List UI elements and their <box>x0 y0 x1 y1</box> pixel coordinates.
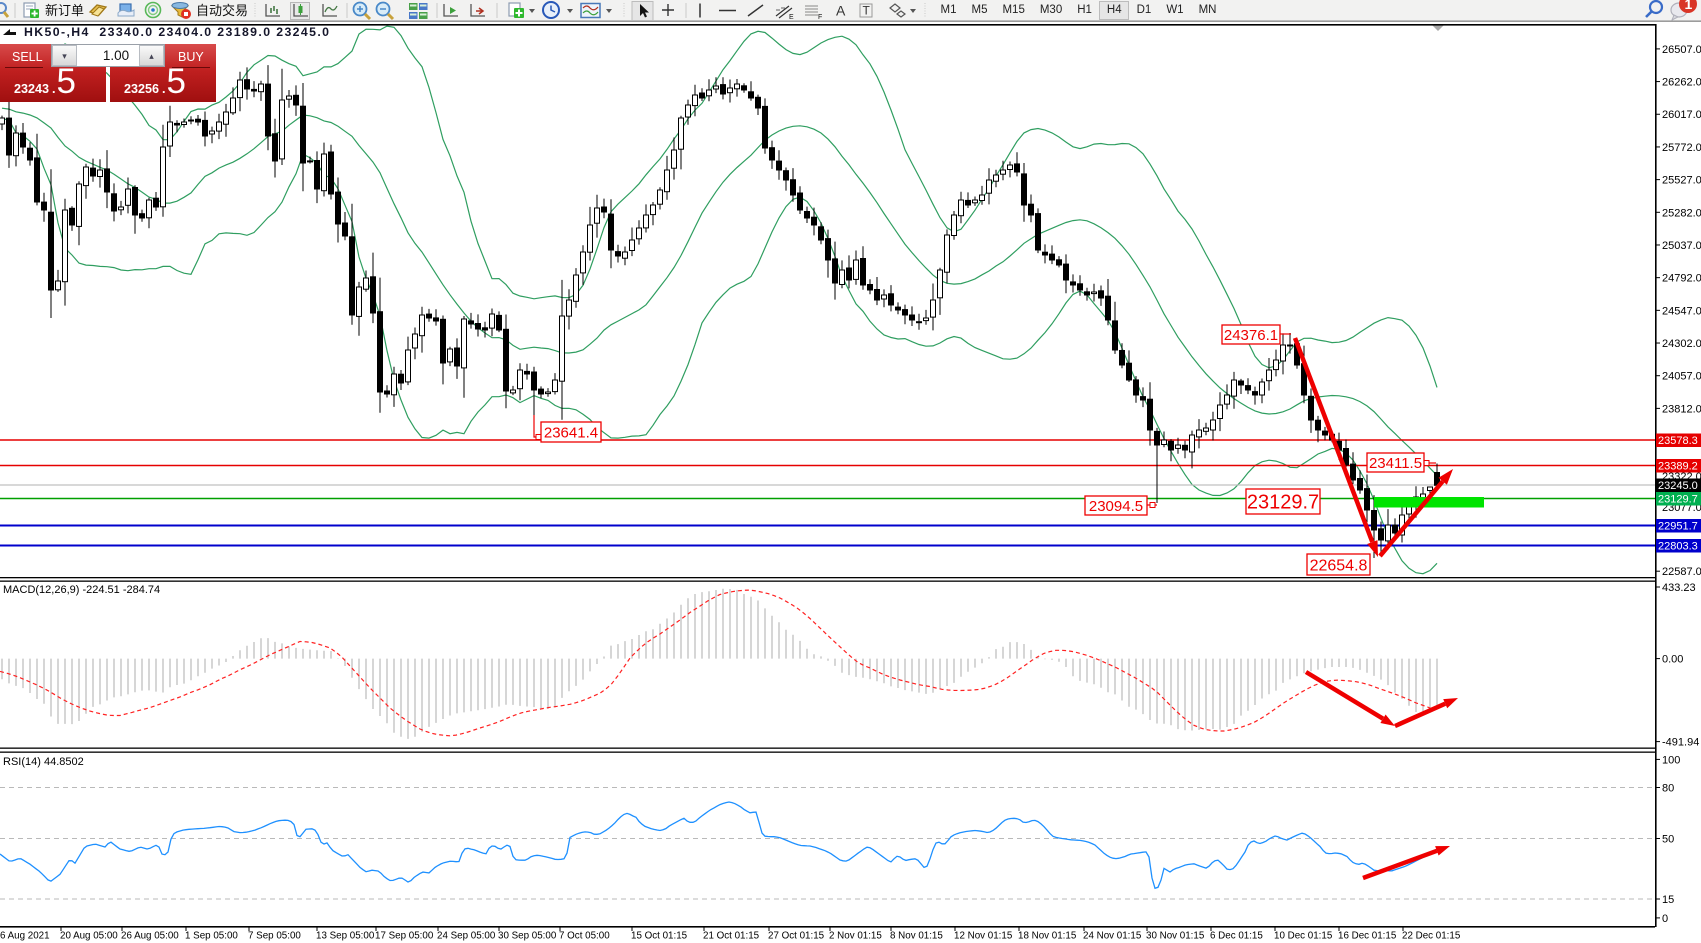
svg-text:24792.0: 24792.0 <box>1662 273 1701 285</box>
svg-text:0.00: 0.00 <box>1662 654 1683 666</box>
svg-text:24057.0: 24057.0 <box>1662 371 1701 383</box>
svg-text:21 Oct 01:15: 21 Oct 01:15 <box>703 931 760 942</box>
svg-text:18 Nov 01:15: 18 Nov 01:15 <box>1018 931 1077 942</box>
svg-text:8 Nov 01:15: 8 Nov 01:15 <box>890 931 943 942</box>
svg-text:24302.0: 24302.0 <box>1662 338 1701 350</box>
svg-text:6 Dec 01:15: 6 Dec 01:15 <box>1210 931 1263 942</box>
svg-text:HK50-,H4 23340.0 23404.0 2318: HK50-,H4 23340.0 23404.0 23189.0 23245.0 <box>24 25 329 39</box>
svg-text:15 Oct 01:15: 15 Oct 01:15 <box>631 931 688 942</box>
svg-text:25527.0: 25527.0 <box>1662 175 1701 187</box>
svg-text:100: 100 <box>1662 754 1680 766</box>
svg-text:23129.7: 23129.7 <box>1247 492 1319 514</box>
svg-text:23411.5: 23411.5 <box>1369 455 1422 472</box>
svg-text:15: 15 <box>1662 894 1674 906</box>
svg-text:433.23: 433.23 <box>1662 582 1696 594</box>
svg-text:E: E <box>789 14 794 21</box>
svg-text:7 Oct 05:00: 7 Oct 05:00 <box>559 931 610 942</box>
svg-text:30 Nov 01:15: 30 Nov 01:15 <box>1146 931 1205 942</box>
svg-text:0: 0 <box>1662 913 1668 925</box>
svg-text:新订单: 新订单 <box>45 3 84 18</box>
svg-text:23641.4: 23641.4 <box>544 424 598 441</box>
svg-text:自动交易: 自动交易 <box>196 3 248 18</box>
svg-text:26017.0: 26017.0 <box>1662 109 1701 121</box>
svg-text:26507.0: 26507.0 <box>1662 44 1701 56</box>
svg-text:27 Oct 01:15: 27 Oct 01:15 <box>768 931 825 942</box>
svg-text:24 Nov 01:15: 24 Nov 01:15 <box>1083 931 1142 942</box>
svg-text:80: 80 <box>1662 782 1674 794</box>
svg-text:26 Aug 05:00: 26 Aug 05:00 <box>121 931 179 942</box>
svg-text:12 Nov 01:15: 12 Nov 01:15 <box>954 931 1013 942</box>
svg-text:1: 1 <box>1685 0 1693 12</box>
svg-text:13 Sep 05:00: 13 Sep 05:00 <box>316 931 375 942</box>
svg-text:25282.0: 25282.0 <box>1662 207 1701 219</box>
svg-text:A: A <box>836 3 846 19</box>
svg-text:23812.0: 23812.0 <box>1662 403 1701 415</box>
svg-text:RSI(14) 44.8502: RSI(14) 44.8502 <box>3 756 84 768</box>
svg-text:24376.1: 24376.1 <box>1224 327 1278 344</box>
svg-text:24547.0: 24547.0 <box>1662 305 1701 317</box>
svg-text:16 Dec 01:15: 16 Dec 01:15 <box>1338 931 1397 942</box>
svg-text:23245.0: 23245.0 <box>1658 480 1698 492</box>
svg-text:F: F <box>818 14 822 21</box>
svg-text:17 Sep 05:00: 17 Sep 05:00 <box>375 931 434 942</box>
svg-text:22 Dec 01:15: 22 Dec 01:15 <box>1402 931 1461 942</box>
svg-text:10 Dec 01:15: 10 Dec 01:15 <box>1274 931 1333 942</box>
svg-text:26262.0: 26262.0 <box>1662 77 1701 89</box>
svg-text:50: 50 <box>1662 833 1674 845</box>
svg-text:23129.7: 23129.7 <box>1658 494 1698 506</box>
svg-text:30 Sep 05:00: 30 Sep 05:00 <box>498 931 557 942</box>
svg-text:22587.0: 22587.0 <box>1662 566 1701 578</box>
svg-text:25037.0: 25037.0 <box>1662 240 1701 252</box>
svg-text:22951.7: 22951.7 <box>1658 521 1698 533</box>
svg-text:7 Sep 05:00: 7 Sep 05:00 <box>248 931 301 942</box>
svg-text:23389.2: 23389.2 <box>1658 461 1698 473</box>
svg-text:25772.0: 25772.0 <box>1662 142 1701 154</box>
svg-text:1 Sep 05:00: 1 Sep 05:00 <box>185 931 238 942</box>
svg-text:22803.3: 22803.3 <box>1658 541 1698 553</box>
svg-text:20 Aug 05:00: 20 Aug 05:00 <box>60 931 118 942</box>
svg-text:-491.94: -491.94 <box>1662 737 1699 749</box>
svg-text:24 Sep 05:00: 24 Sep 05:00 <box>437 931 496 942</box>
svg-text:T: T <box>863 4 871 18</box>
svg-text:23578.3: 23578.3 <box>1658 435 1698 447</box>
svg-text:23077.0: 23077.0 <box>1662 502 1701 514</box>
svg-text:MACD(12,26,9) -224.51 -284.74: MACD(12,26,9) -224.51 -284.74 <box>3 584 160 596</box>
svg-text:22654.8: 22654.8 <box>1310 557 1368 574</box>
svg-text:6 Aug 2021: 6 Aug 2021 <box>0 931 50 942</box>
svg-text:23094.5: 23094.5 <box>1089 498 1143 515</box>
svg-text:2 Nov 01:15: 2 Nov 01:15 <box>829 931 882 942</box>
